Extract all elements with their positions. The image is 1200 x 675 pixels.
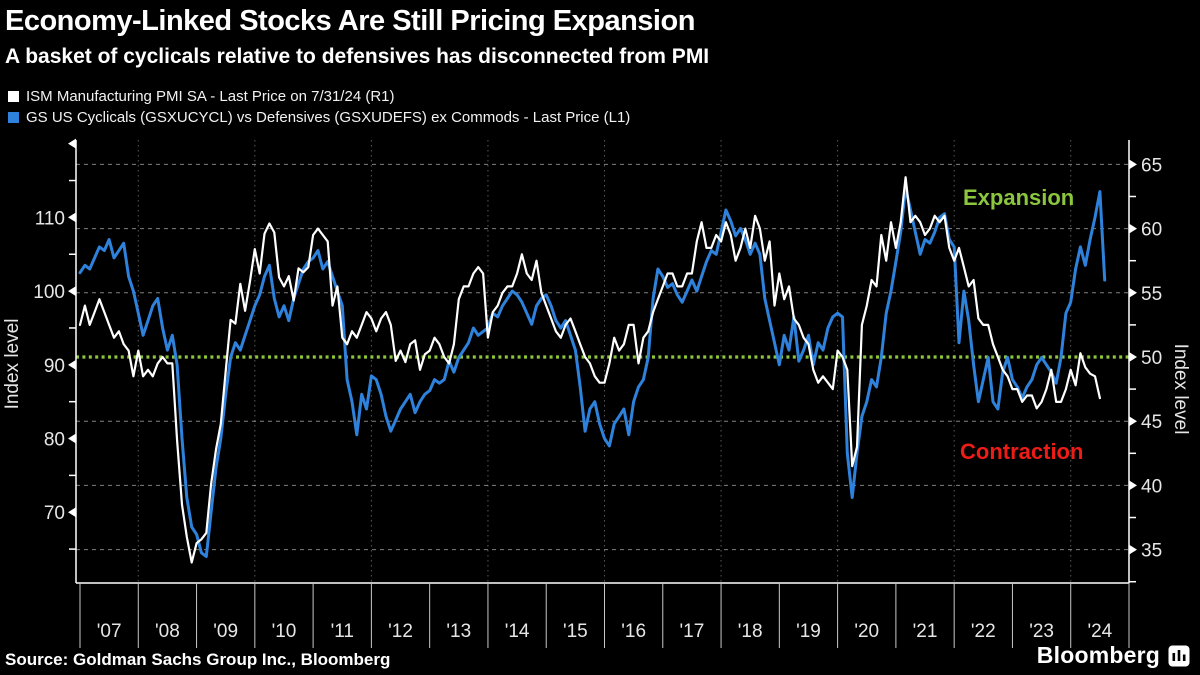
x-tick-label: '23 <box>1029 621 1054 642</box>
right-axis-title: Index level <box>1170 343 1191 435</box>
right-tick-label: 55 <box>1141 284 1162 305</box>
major-tick <box>1129 480 1137 491</box>
left-axis-title: Index level <box>2 318 23 410</box>
major-tick <box>1129 416 1137 427</box>
contraction-annotation: Contraction <box>960 439 1084 464</box>
legend-item-pmi: ISM Manufacturing PMI SA - Last Price on… <box>8 86 630 107</box>
bloomberg-terminal-icon <box>1168 645 1190 666</box>
major-tick <box>1129 159 1137 170</box>
x-tick-label: '12 <box>388 621 413 642</box>
pmi-legend-label: ISM Manufacturing PMI SA - Last Price on… <box>26 88 395 105</box>
ism-pmi-line <box>78 176 1102 564</box>
major-tick <box>68 138 76 149</box>
x-tick-label: '15 <box>563 621 588 642</box>
right-tick-label: 35 <box>1141 541 1162 562</box>
major-tick <box>68 507 76 518</box>
x-tick-label: '09 <box>213 621 238 642</box>
x-tick-label: '10 <box>272 621 297 642</box>
bloomberg-logo: Bloomberg <box>1037 642 1190 669</box>
cyclicals-legend-swatch <box>8 112 19 123</box>
left-tick-label: 110 <box>35 208 65 229</box>
major-tick <box>1129 544 1137 555</box>
x-tick-label: '14 <box>505 621 530 642</box>
major-tick <box>1129 287 1137 298</box>
right-tick-label: 50 <box>1141 348 1162 369</box>
x-tick-label: '07 <box>97 621 122 642</box>
major-tick <box>68 286 76 297</box>
x-tick-label: '17 <box>680 621 705 642</box>
x-tick-label: '20 <box>854 621 879 642</box>
right-tick-label: 60 <box>1141 220 1162 241</box>
legend-item-cyclicals: GS US Cyclicals (GSXUCYCL) vs Defensives… <box>8 107 630 128</box>
major-tick <box>68 433 76 444</box>
cyclicals-legend-label: GS US Cyclicals (GSXUCYCL) vs Defensives… <box>26 109 631 126</box>
left-tick-label: 90 <box>44 356 65 377</box>
left-tick-label: 80 <box>44 430 65 451</box>
major-tick <box>1129 223 1137 234</box>
cyclicals-vs-defensives-line <box>78 186 1107 558</box>
x-tick-label: '19 <box>796 621 821 642</box>
expansion-annotation: Expansion <box>963 185 1075 210</box>
x-tick-label: '18 <box>738 621 763 642</box>
x-tick-label: '22 <box>971 621 996 642</box>
x-tick-label: '21 <box>913 621 938 642</box>
left-tick-label: 70 <box>44 503 65 524</box>
right-tick-label: 40 <box>1141 476 1162 497</box>
page-title: Economy-Linked Stocks Are Still Pricing … <box>5 5 695 37</box>
x-tick-label: '11 <box>331 621 354 642</box>
x-tick-label: '13 <box>446 621 471 642</box>
x-tick-label: '16 <box>621 621 646 642</box>
major-tick <box>68 359 76 370</box>
source-credit: Source: Goldman Sachs Group Inc., Bloomb… <box>5 650 391 669</box>
x-tick-label: '08 <box>155 621 180 642</box>
left-tick-label: 100 <box>33 282 65 303</box>
right-tick-label: 65 <box>1141 155 1162 176</box>
legend: ISM Manufacturing PMI SA - Last Price on… <box>8 86 630 128</box>
bloomberg-wordmark: Bloomberg <box>1036 642 1160 668</box>
right-tick-label: 45 <box>1141 412 1162 433</box>
major-tick <box>68 212 76 223</box>
major-tick <box>1129 352 1137 363</box>
pmi-legend-swatch <box>8 91 19 102</box>
page-subtitle: A basket of cyclicals relative to defens… <box>5 45 710 68</box>
x-tick-label: '24 <box>1087 621 1112 642</box>
